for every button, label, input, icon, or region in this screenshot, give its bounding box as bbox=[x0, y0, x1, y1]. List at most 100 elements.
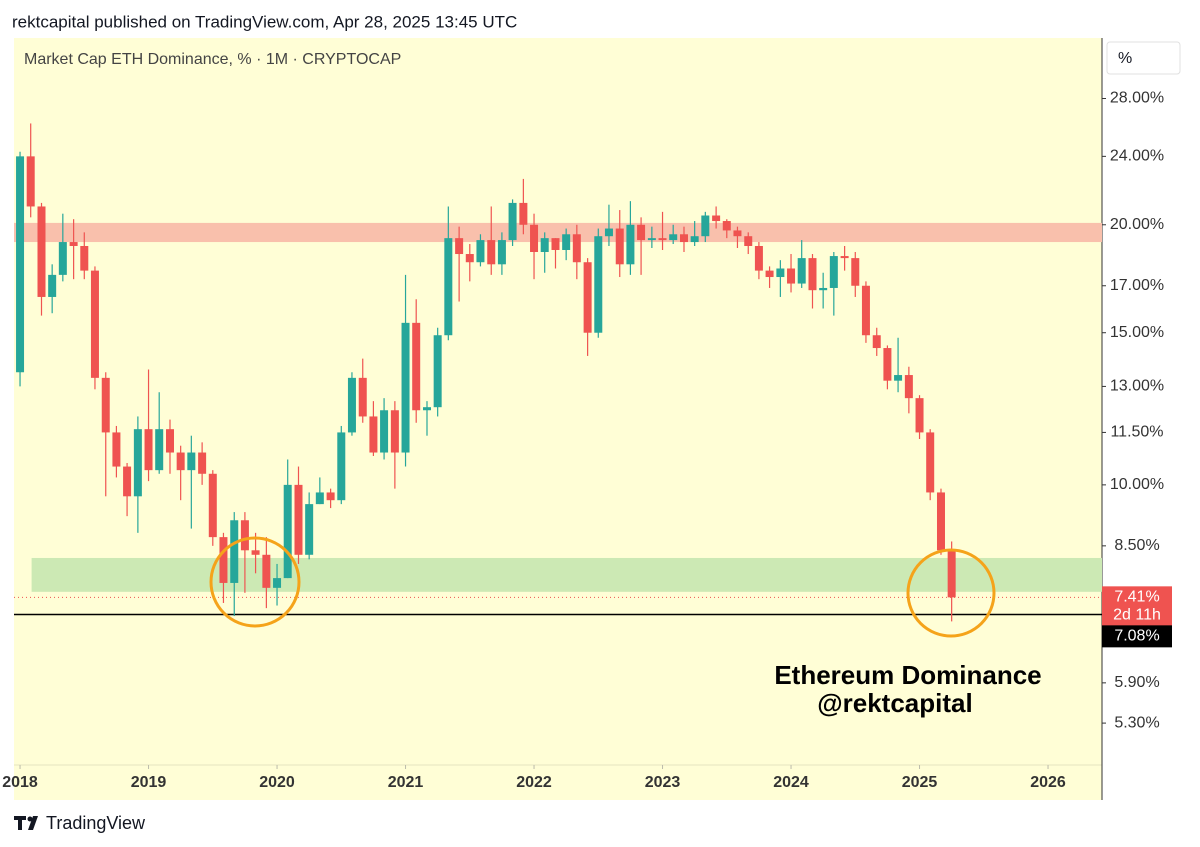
candle-body bbox=[165, 429, 174, 453]
y-tick-label: 11.50% bbox=[1110, 424, 1163, 441]
candle-body bbox=[861, 285, 870, 336]
annotation: Ethereum Dominance bbox=[774, 660, 1041, 690]
candle-body bbox=[262, 554, 271, 588]
candle-body bbox=[508, 202, 517, 241]
candle-body bbox=[455, 238, 464, 255]
candle-body bbox=[701, 215, 710, 237]
candle-body bbox=[48, 274, 57, 297]
candle-body bbox=[722, 221, 731, 231]
candle-body bbox=[326, 492, 335, 501]
candle-body bbox=[358, 377, 367, 417]
candle-body bbox=[315, 492, 324, 505]
candle-body bbox=[787, 268, 796, 284]
candle-body bbox=[808, 258, 817, 291]
candle-body bbox=[219, 537, 228, 583]
x-tick-label: 2018 bbox=[2, 774, 38, 791]
candle-body bbox=[433, 335, 442, 408]
x-tick-label: 2023 bbox=[645, 774, 681, 791]
x-tick-label: 2025 bbox=[902, 774, 938, 791]
annotation: @rektcapital bbox=[817, 688, 972, 718]
candle-body bbox=[594, 236, 603, 333]
candle-body bbox=[904, 375, 913, 399]
candle-body bbox=[101, 377, 110, 433]
x-tick-label: 2024 bbox=[773, 774, 809, 791]
candle-body bbox=[947, 550, 956, 598]
y-tick-label: 24.00% bbox=[1110, 148, 1164, 165]
candle-body bbox=[744, 236, 753, 246]
zone bbox=[31, 557, 1102, 592]
candle-body bbox=[133, 429, 142, 497]
chart-title: rektcapital published on TradingView.com… bbox=[12, 12, 517, 31]
candle-body bbox=[562, 234, 571, 250]
candle-body bbox=[230, 520, 239, 583]
candle-body bbox=[112, 432, 121, 467]
candle-body bbox=[658, 238, 667, 241]
candle-body bbox=[926, 432, 935, 493]
candle-body bbox=[176, 452, 185, 471]
y-tick-label: 15.00% bbox=[1110, 324, 1164, 341]
unit-label: % bbox=[1118, 50, 1132, 67]
candle-body bbox=[829, 256, 838, 288]
candle-body bbox=[851, 258, 860, 286]
candle-body bbox=[294, 484, 303, 555]
candle-body bbox=[422, 407, 431, 411]
candle-body bbox=[187, 452, 196, 471]
last-price-label: 7.41% bbox=[1114, 589, 1159, 606]
candle-body bbox=[155, 429, 164, 471]
candle-body bbox=[123, 466, 132, 497]
candle-body bbox=[476, 240, 485, 263]
candle-body bbox=[915, 398, 924, 433]
candle-body bbox=[401, 322, 410, 453]
candle-body bbox=[80, 245, 89, 271]
candle-body bbox=[647, 238, 656, 241]
support-label: 7.08% bbox=[1114, 628, 1159, 645]
candle-body bbox=[754, 245, 763, 271]
candle-body bbox=[872, 335, 881, 349]
candle-body bbox=[626, 224, 635, 265]
candle-body bbox=[487, 240, 496, 265]
candle-body bbox=[465, 254, 474, 263]
candle-body bbox=[679, 234, 688, 243]
candle-body bbox=[337, 432, 346, 501]
candle-body bbox=[37, 206, 46, 297]
candle-body bbox=[390, 410, 399, 453]
y-tick-label: 5.30% bbox=[1114, 714, 1159, 731]
candle-body bbox=[883, 348, 892, 381]
candle-body bbox=[894, 375, 903, 381]
candle-body bbox=[615, 228, 624, 265]
candle-body bbox=[540, 238, 549, 253]
highlight-circle bbox=[906, 548, 996, 638]
candle-body bbox=[637, 224, 646, 241]
candle-body bbox=[444, 238, 453, 336]
candle-body bbox=[797, 258, 806, 284]
brand-name: TradingView bbox=[46, 813, 146, 833]
candle-body bbox=[208, 473, 217, 538]
candle-body bbox=[530, 224, 539, 253]
candle-body bbox=[669, 234, 678, 241]
y-tick-label: 28.00% bbox=[1110, 90, 1164, 107]
x-tick-label: 2026 bbox=[1030, 774, 1066, 791]
candle-body bbox=[283, 484, 292, 579]
chart-subtitle: Market Cap ETH Dominance, % · 1M · CRYPT… bbox=[24, 51, 401, 68]
brand-logo bbox=[14, 816, 38, 830]
x-tick-label: 2022 bbox=[516, 774, 552, 791]
candle-body bbox=[819, 287, 828, 291]
y-tick-label: 5.90% bbox=[1114, 674, 1159, 691]
candle-body bbox=[551, 238, 560, 250]
y-tick-label: 17.00% bbox=[1110, 277, 1164, 294]
x-tick-label: 2019 bbox=[131, 774, 167, 791]
candle-body bbox=[273, 578, 282, 588]
candle-body bbox=[572, 234, 581, 263]
candle-body bbox=[16, 156, 25, 373]
candle-body bbox=[497, 240, 506, 265]
candle-body bbox=[347, 377, 356, 433]
candle-body bbox=[519, 202, 528, 225]
candle-body bbox=[240, 520, 249, 551]
x-tick-label: 2021 bbox=[388, 774, 424, 791]
candle-body bbox=[369, 416, 378, 453]
candle-body bbox=[936, 492, 945, 551]
candle-body bbox=[305, 504, 314, 555]
candle-body bbox=[765, 270, 774, 278]
y-tick-label: 8.50% bbox=[1114, 537, 1159, 554]
